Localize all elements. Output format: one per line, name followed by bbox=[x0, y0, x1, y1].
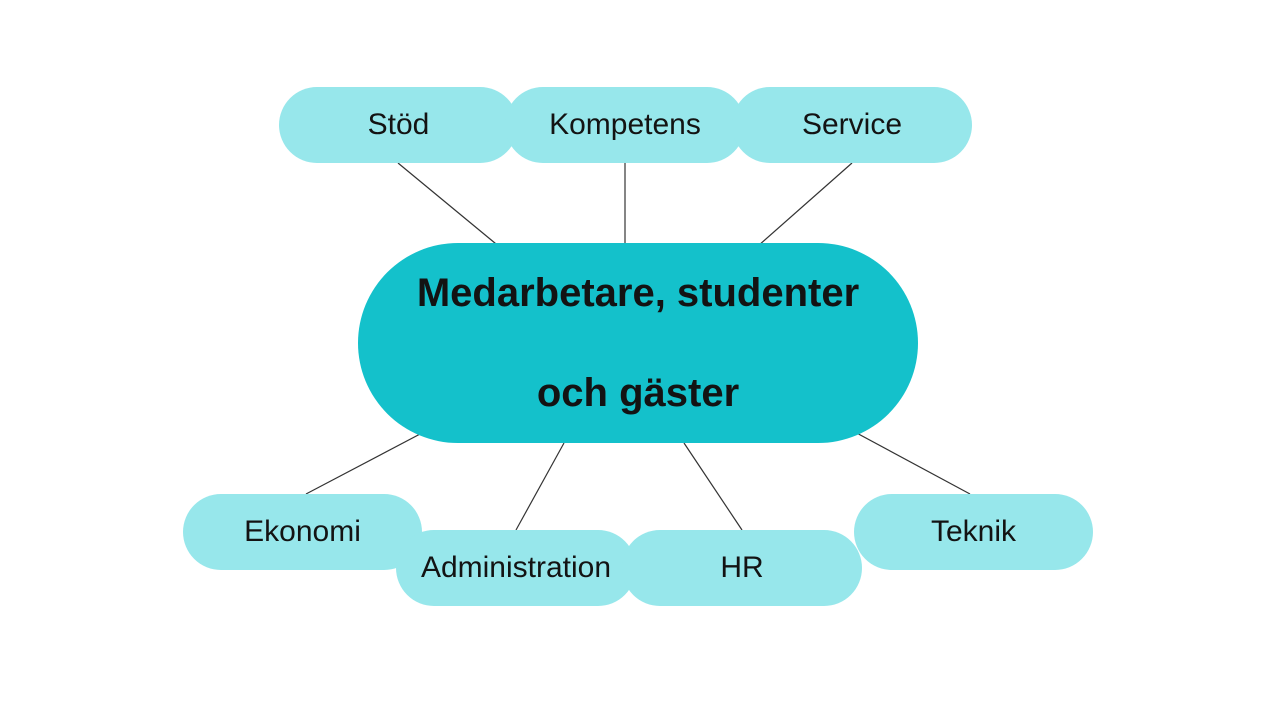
node-service: Service bbox=[732, 87, 972, 163]
node-label: Administration bbox=[421, 551, 611, 585]
node-teknik: Teknik bbox=[854, 494, 1093, 570]
node-kompetens: Kompetens bbox=[505, 87, 745, 163]
diagram-stage: Stöd Kompetens Service Ekonomi Administr… bbox=[0, 0, 1280, 720]
node-ekonomi: Ekonomi bbox=[183, 494, 422, 570]
node-label: Ekonomi bbox=[244, 515, 361, 549]
node-label: HR bbox=[720, 551, 763, 585]
node-label: Kompetens bbox=[549, 108, 701, 142]
center-node: Medarbetare, studenter och gäster bbox=[358, 243, 918, 443]
node-label: Service bbox=[802, 108, 902, 142]
node-hr: HR bbox=[622, 530, 862, 606]
node-label: Stöd bbox=[368, 108, 430, 142]
center-node-label: Medarbetare, studenter och gäster bbox=[417, 268, 859, 418]
node-administration: Administration bbox=[396, 530, 636, 606]
center-label-line2: och gäster bbox=[417, 368, 859, 418]
node-label: Teknik bbox=[931, 515, 1016, 549]
node-stod: Stöd bbox=[279, 87, 518, 163]
center-label-line1: Medarbetare, studenter bbox=[417, 268, 859, 318]
